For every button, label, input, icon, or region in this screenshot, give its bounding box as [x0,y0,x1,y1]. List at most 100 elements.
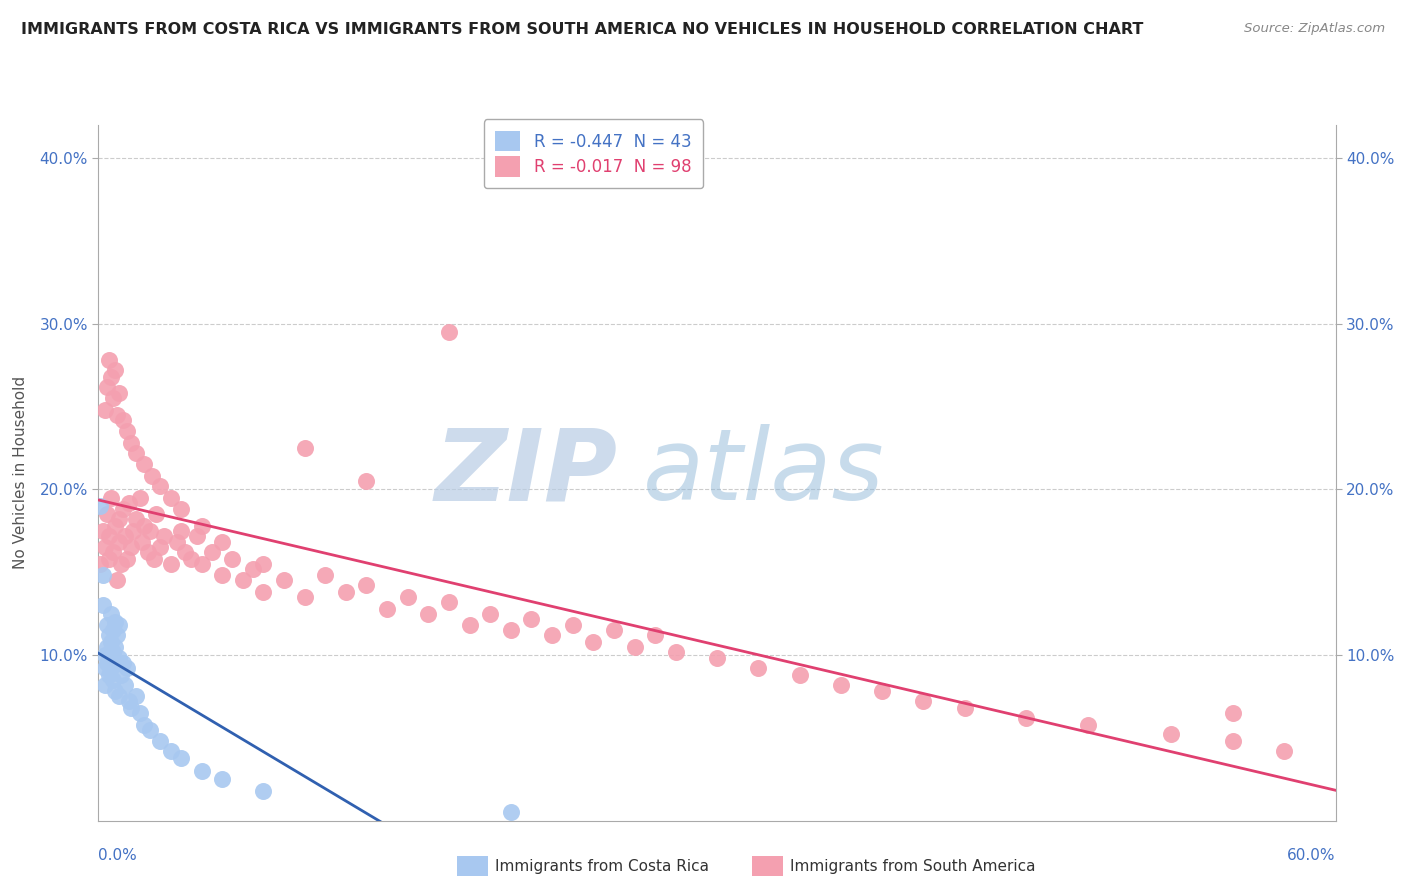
Point [273,574,295,588]
Text: Source: ZipAtlas.com: Source: ZipAtlas.com [1244,22,1385,36]
Point [108,512,131,526]
Point [91,568,114,582]
Text: IMMIGRANTS FROM COSTA RICA VS IMMIGRANTS FROM SOUTH AMERICA NO VEHICLES IN HOUSE: IMMIGRANTS FROM COSTA RICA VS IMMIGRANTS… [21,22,1143,37]
Point [159,744,181,758]
Point [110,557,132,571]
Point [128,706,150,720]
Point [124,512,146,526]
Point [122,524,145,538]
Point [139,524,162,538]
Point [97,651,120,665]
Point [101,545,124,559]
Point [96,618,118,632]
Point [104,363,127,377]
Point [117,552,139,566]
Text: 0.0%: 0.0% [98,848,138,863]
Point [789,668,811,682]
Point [644,628,666,642]
Point [830,678,852,692]
Point [221,552,243,566]
Point [201,545,224,559]
Point [104,518,127,533]
Point [294,441,316,455]
Point [541,628,564,642]
Text: ZIP: ZIP [434,425,619,521]
Point [232,574,254,588]
Point [93,661,115,675]
Point [418,607,440,621]
Point [104,615,127,629]
Point [93,402,115,417]
Point [89,557,111,571]
Point [252,585,274,599]
Point [105,574,128,588]
Point [118,495,141,509]
Point [166,535,188,549]
Text: 60.0%: 60.0% [1288,848,1336,863]
Point [356,474,378,488]
Point [124,690,146,704]
Point [93,648,115,662]
Point [97,668,120,682]
Point [153,529,176,543]
Point [132,717,155,731]
Point [912,694,935,708]
Point [1015,711,1038,725]
Text: Immigrants from Costa Rica: Immigrants from Costa Rica [495,859,709,873]
Point [1077,717,1099,731]
Point [114,678,136,692]
Point [93,678,115,692]
Point [120,436,142,450]
Point [112,413,135,427]
Point [143,552,166,566]
Point [1160,727,1182,741]
Point [170,524,193,538]
Point [141,469,163,483]
Point [242,562,264,576]
Point [499,623,522,637]
Point [93,541,115,555]
Point [190,764,212,778]
Point [105,408,128,422]
Point [186,529,208,543]
Point [105,628,128,642]
Point [112,657,135,671]
Point [91,524,114,538]
Point [499,805,522,820]
Point [117,661,139,675]
Point [190,557,212,571]
Point [105,657,128,671]
Point [252,784,274,798]
Point [108,618,131,632]
Point [180,552,202,566]
Point [100,491,122,505]
Point [89,499,111,513]
Point [117,425,139,439]
Point [170,502,193,516]
Point [174,545,197,559]
Legend: R = -0.447  N = 43, R = -0.017  N = 98: R = -0.447 N = 43, R = -0.017 N = 98 [484,120,703,188]
Point [108,386,131,401]
Point [97,529,120,543]
Point [582,634,605,648]
Point [136,545,159,559]
Point [112,502,135,516]
Point [97,628,120,642]
Point [114,529,136,543]
Point [396,590,419,604]
Point [145,507,167,521]
Point [870,684,893,698]
Text: atlas: atlas [643,425,884,521]
Point [108,651,131,665]
Point [1222,734,1244,748]
Point [375,601,398,615]
Point [479,607,502,621]
Point [108,690,131,704]
Point [104,684,127,698]
Point [131,535,153,549]
Point [211,772,233,787]
Point [96,507,118,521]
Point [437,595,460,609]
Point [132,518,155,533]
Point [120,701,142,715]
